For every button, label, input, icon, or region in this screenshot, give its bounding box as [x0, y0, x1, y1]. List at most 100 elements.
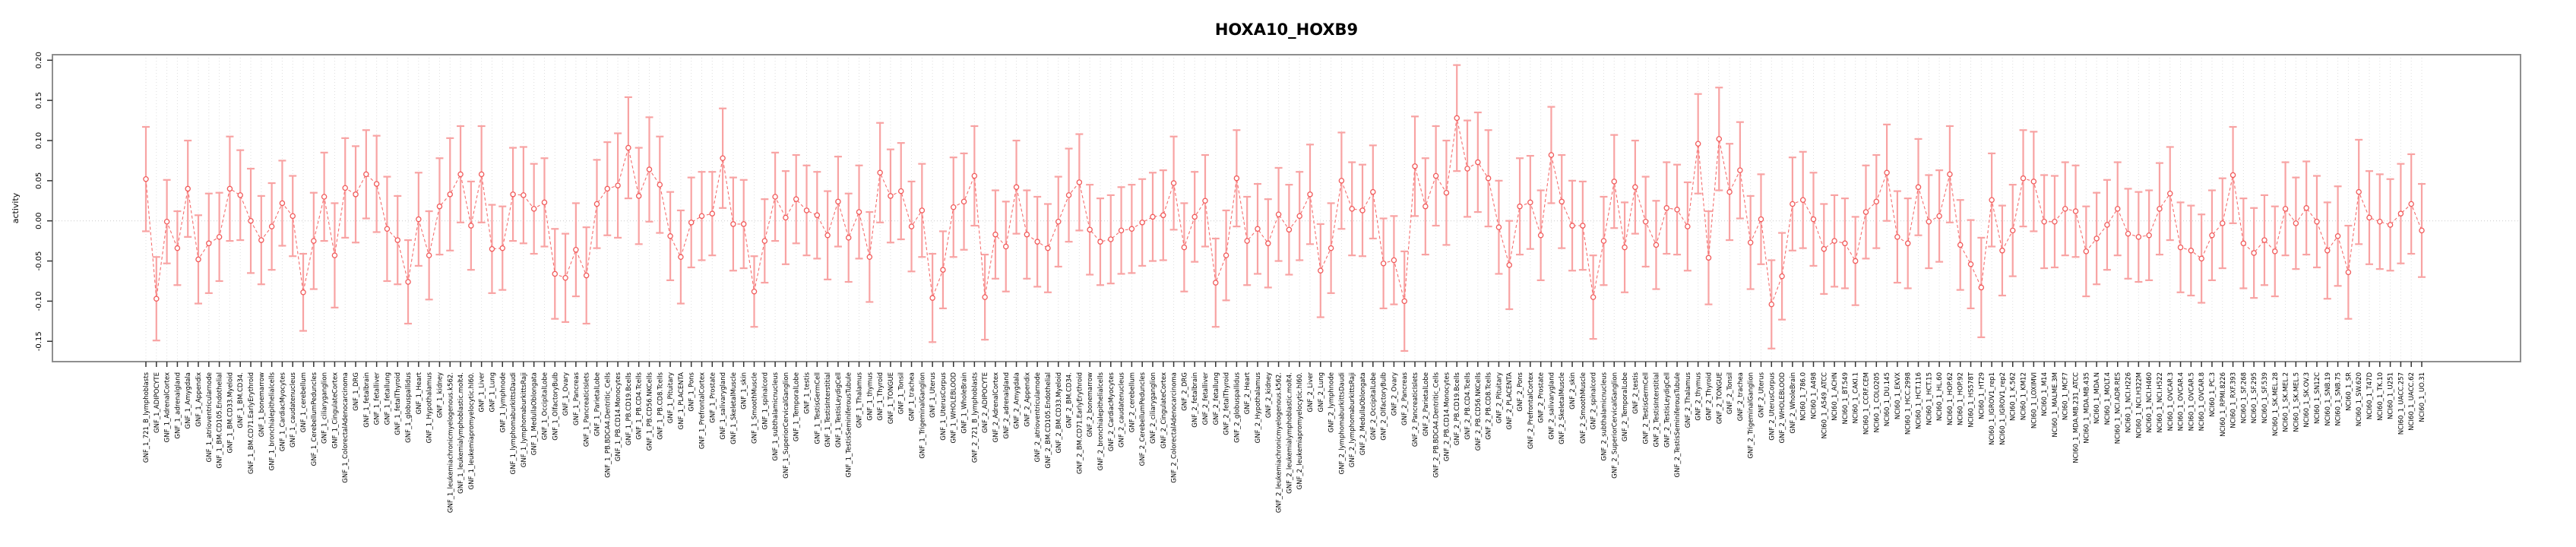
x-tick-label: NCI60_1_HOP.62: [1947, 372, 1954, 425]
x-tick-label: GNF_1_bronchialepithelialcells: [269, 372, 277, 470]
x-tick-label: GNF_2_PB.CD56.NKCells: [1475, 372, 1483, 451]
data-point: [1947, 171, 1953, 178]
x-tick-label: GNF_1_PB.CD19.Bcells: [625, 372, 633, 445]
x-tick-label: NCI60_1_UACC.257: [2397, 372, 2405, 435]
x-tick-label: NCI60_1_SNB.75: [2335, 372, 2343, 426]
x-tick-label: NCI60_1_MCF7: [2062, 372, 2070, 420]
data-point: [730, 221, 736, 227]
data-point: [2419, 227, 2425, 234]
x-tick-label: NCI60_1_MDA.MB.435: [2083, 372, 2090, 444]
x-tick-label: GNF_2_PancreaticIslets: [1412, 372, 1419, 447]
x-tick-label: GNF_2_BM.CD71.EarlyErythroid: [1076, 372, 1084, 474]
x-tick-label: GNF_1_Pancreas: [573, 372, 581, 425]
x-tick-label: GNF_2_skin: [1569, 372, 1577, 409]
data-point: [1139, 220, 1145, 226]
x-tick-label: GNF_1_globuspallidus: [405, 372, 413, 442]
data-point: [2293, 220, 2299, 226]
x-tick-label: GNF_2_Hypothalamus: [1255, 372, 1262, 443]
x-tick-label: NCI60_1_SK.MEL.5: [2293, 372, 2300, 432]
x-tick-label: NCI60_1_PC.3: [2209, 372, 2217, 417]
x-tick-label: GNF_1_Thyroid: [877, 372, 885, 421]
data-point: [489, 245, 495, 252]
data-point: [888, 193, 894, 199]
data-point: [2052, 219, 2058, 225]
data-point: [1432, 172, 1439, 179]
x-tick-label: GNF_2_spinalcord: [1590, 372, 1598, 430]
data-point: [1674, 207, 1680, 213]
data-point: [174, 245, 181, 251]
data-point: [1559, 198, 1565, 205]
x-tick-label: GNF_2_OccipitalLobe: [1370, 372, 1378, 440]
x-tick-label: GNF_1_Thalamus: [856, 372, 864, 428]
data-point: [1705, 255, 1712, 261]
data-point: [300, 289, 306, 296]
data-point: [226, 185, 233, 192]
data-point: [2261, 237, 2267, 243]
data-point: [1475, 159, 1481, 166]
x-tick-label: GNF_1_TestisSeminiferousTubule: [846, 372, 853, 478]
x-tick-label: GNF_2_fetallung: [1213, 372, 1220, 425]
x-tick-label: GNF_2_TestisGermCell: [1643, 372, 1650, 444]
data-point: [1810, 216, 1817, 223]
data-point: [2397, 210, 2404, 217]
data-point: [163, 219, 170, 225]
x-tick-label: NCI60_1_NCI.H226: [2125, 372, 2133, 433]
x-tick-label: GNF_2_CingulateCortex: [1160, 372, 1168, 448]
data-point: [1370, 188, 1376, 195]
data-point: [2220, 220, 2226, 226]
x-tick-label: GNF_2_TONGUE: [1716, 372, 1723, 424]
data-point: [814, 212, 821, 219]
x-tick-label: GNF_1_leukemiachronicmyelogenous.k562.: [447, 372, 454, 513]
x-tick-label: GNF_1_caudatenucleus: [290, 372, 297, 447]
x-tick-label: NCI60_1_A498: [1810, 372, 1818, 419]
x-tick-label: GNF_1_MedullaOblongata: [531, 372, 539, 455]
data-point: [290, 213, 296, 220]
x-tick-label: GNF_2_DRG: [1181, 372, 1188, 411]
x-tick-label: GNF_2_Pons: [1517, 372, 1524, 411]
data-point: [2114, 206, 2121, 212]
x-tick-label: GNF_1_TestisLeydigCell: [835, 372, 843, 447]
data-point: [646, 166, 653, 172]
data-point: [1632, 184, 1638, 191]
x-tick-label: GNF_1_Prostate: [709, 372, 717, 423]
data-point: [530, 206, 537, 212]
x-tick-label: NCI60_1_HCC.2998: [1905, 372, 1913, 435]
x-tick-label: GNF_1_TrigeminalGanglion: [919, 372, 926, 459]
x-tick-label: GNF_2_PB.CD14.Monocytes: [1443, 372, 1451, 461]
x-tick-label: GNF_1_lymphnode: [499, 372, 507, 432]
x-tick-label: GNF_1_PB.CD56.NKCells: [646, 372, 653, 451]
data-point: [185, 185, 191, 192]
data-point: [982, 294, 988, 300]
data-point: [992, 231, 998, 238]
data-point: [541, 199, 548, 206]
x-tick-label: NCI60_1_SR: [2345, 372, 2353, 411]
x-tick-label: GNF_1_Uterus: [929, 372, 937, 417]
data-point: [1790, 201, 1796, 207]
x-tick-label: GNF_2_trachea: [1737, 372, 1745, 421]
x-tick-label: NCI60_1_OVCAR.5: [2188, 372, 2195, 431]
x-tick-label: NCI60_1_KM12: [2021, 372, 2028, 420]
y-tick-label: -0.10: [35, 291, 43, 311]
data-point: [2387, 222, 2394, 228]
data-point: [2041, 219, 2047, 225]
x-tick-label: NCI60_1_HCT.15: [1926, 372, 1933, 425]
grid-layer: [52, 55, 2521, 362]
data-point: [311, 238, 317, 244]
data-point: [1821, 245, 1828, 252]
x-tick-label: GNF_1_Pituitary: [667, 372, 675, 423]
x-tick-label: NCI60_1_NCI.H322M: [2135, 372, 2143, 438]
x-tick-label: GNF_2_AdrenalCortex: [992, 372, 1000, 442]
data-point: [1884, 169, 1890, 176]
data-point: [1799, 197, 1806, 203]
x-tick-label: GNF_1_CingulateCortex: [331, 372, 339, 448]
data-point: [353, 191, 359, 198]
data-point: [1244, 238, 1250, 244]
data-point: [1936, 213, 1942, 220]
x-tick-label: NCI60_1_SK.MEL.2: [2283, 372, 2290, 432]
data-point: [877, 169, 883, 176]
data-point: [1464, 166, 1470, 172]
x-tick-label: NCI60_1_CCRF.CEM: [1863, 372, 1871, 435]
x-tick-label: GNF_2_PB.CD8.Tcells: [1486, 372, 1493, 439]
data-point: [615, 182, 621, 188]
